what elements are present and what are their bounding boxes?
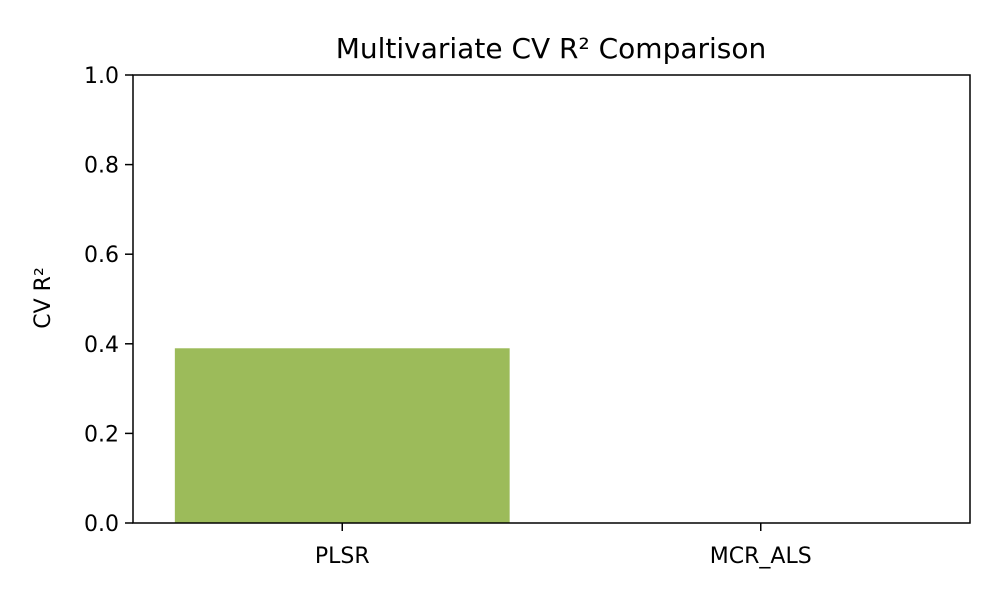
x-tick-label: MCR_ALS	[710, 544, 812, 569]
y-tick-label: 1.0	[84, 64, 119, 89]
bars-group	[174, 348, 510, 523]
chart-title: Multivariate CV R² Comparison	[336, 32, 767, 65]
y-tick-label: 0.6	[84, 243, 119, 268]
y-tick-label: 0.8	[84, 154, 119, 179]
y-axis-label: CV R²	[31, 267, 56, 329]
bar-plsr	[174, 348, 510, 523]
y-tick-label: 0.0	[84, 512, 119, 537]
x-tick-label: PLSR	[315, 544, 370, 569]
y-tick-label: 0.4	[84, 333, 119, 358]
y-tick-label: 0.2	[84, 422, 119, 447]
y-axis-ticks: 0.0 0.2 0.4 0.6 0.8 1.0	[84, 64, 133, 537]
plot-frame	[132, 74, 971, 524]
x-axis-ticks: PLSR MCR_ALS	[315, 523, 812, 569]
